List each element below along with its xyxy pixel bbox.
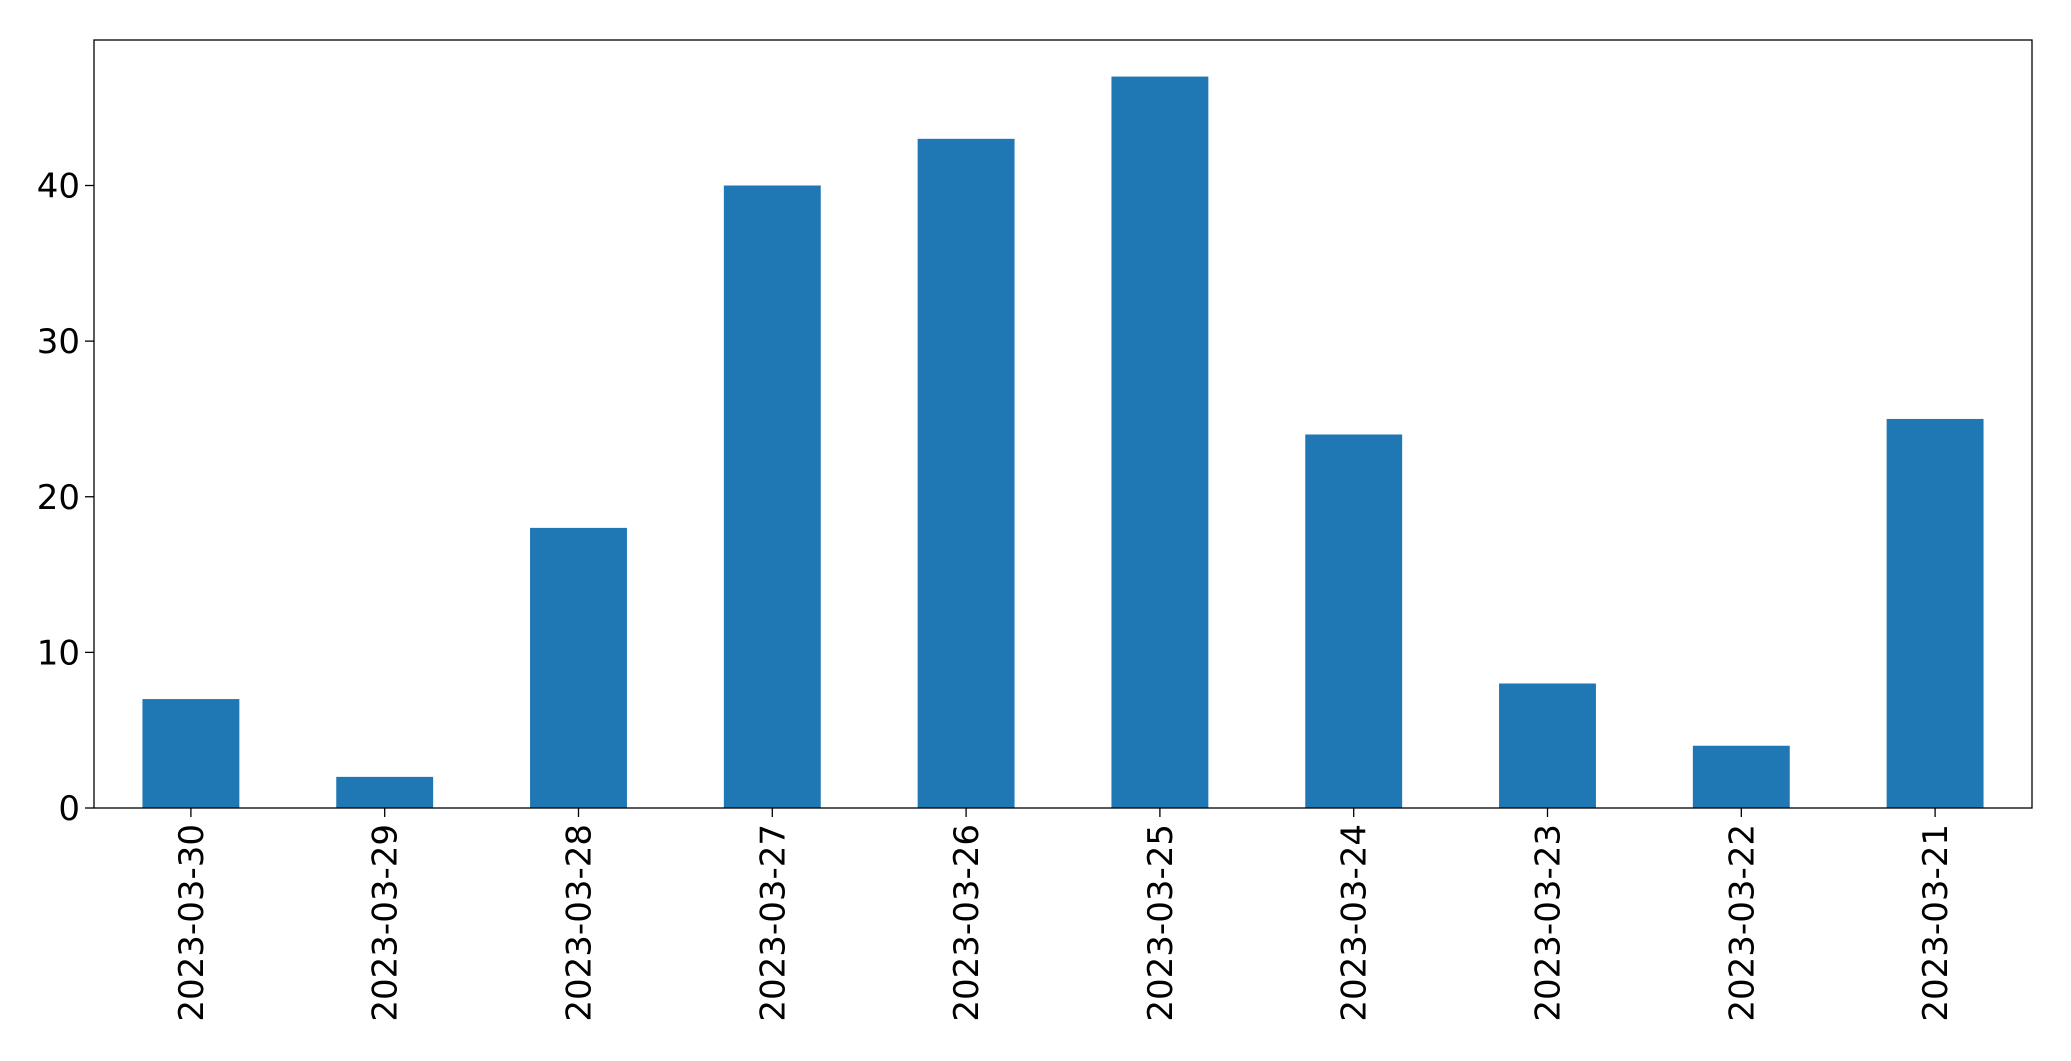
x-tick-label: 2023-03-28 [560, 824, 600, 1022]
x-tick-label: 2023-03-25 [1141, 824, 1181, 1022]
bar [1305, 434, 1403, 808]
y-tick-label: 20 [37, 478, 80, 518]
x-tick-label: 2023-03-24 [1335, 824, 1375, 1022]
y-tick-label: 10 [37, 633, 80, 673]
x-tick-label: 2023-03-29 [366, 824, 406, 1022]
x-tick-label: 2023-03-21 [1916, 824, 1956, 1022]
x-tick-label: 2023-03-26 [947, 824, 987, 1022]
x-tick-label: 2023-03-27 [753, 824, 793, 1022]
bar [142, 699, 240, 808]
bar [530, 527, 627, 808]
bar [1499, 683, 1596, 808]
bar [1886, 418, 1984, 808]
bar [723, 185, 821, 809]
x-tick-label: 2023-03-30 [172, 824, 212, 1022]
x-tick-label: 2023-03-23 [1529, 824, 1569, 1022]
x-tick-label: 2023-03-22 [1722, 824, 1762, 1022]
y-tick-label: 30 [37, 322, 80, 362]
bar [917, 138, 1015, 808]
plot-frame [93, 39, 2033, 809]
y-tick-label: 0 [58, 789, 80, 829]
bar [1692, 745, 1790, 808]
bar [336, 776, 434, 808]
bar [1111, 76, 1209, 809]
y-tick-label: 40 [37, 167, 80, 207]
